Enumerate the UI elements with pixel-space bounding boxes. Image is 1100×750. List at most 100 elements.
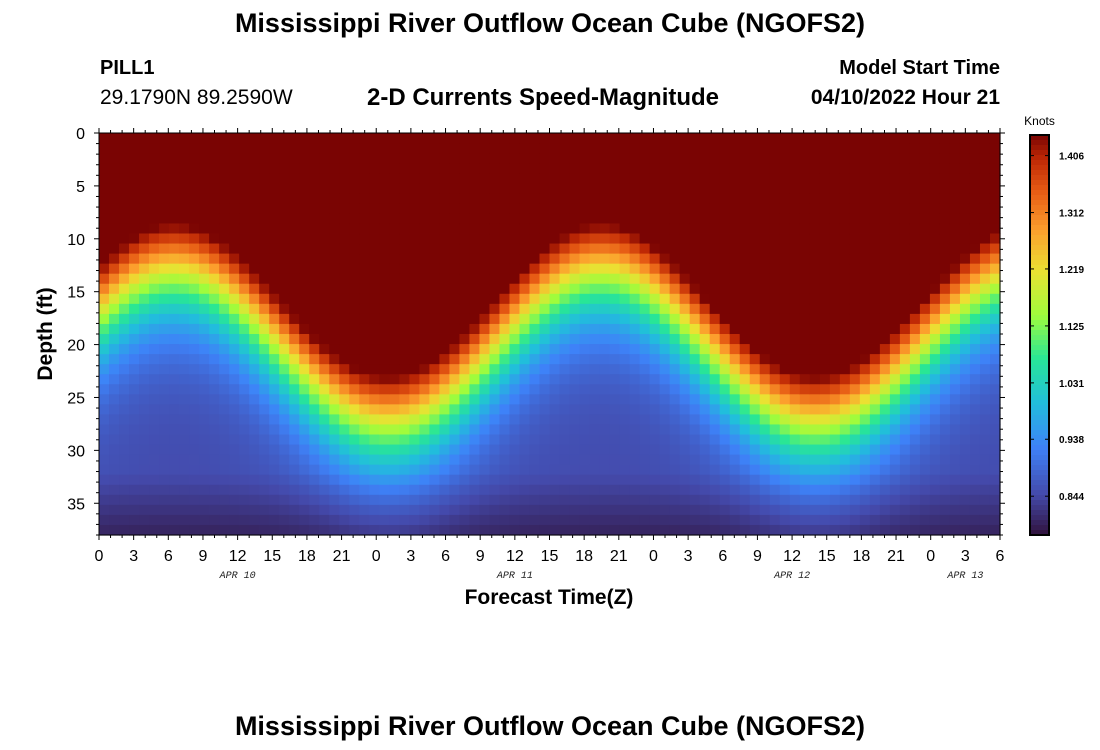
heatmap-cell [689,303,701,315]
heatmap-cell [749,504,761,516]
heatmap-cell [129,384,140,395]
heatmap-cell [669,374,681,385]
heatmap-cell [719,233,731,245]
heatmap-cell [749,444,761,456]
heatmap-cell [639,313,651,325]
heatmap-cell [759,464,771,476]
heatmap-cell [189,163,200,174]
heatmap-cell [229,454,240,466]
heatmap-cell [299,524,310,536]
heatmap-cell [899,424,911,436]
heatmap-cell [749,344,761,355]
heatmap-cell [479,213,491,225]
heatmap-cell [119,193,130,204]
heatmap-cell [769,424,781,436]
heatmap-cell [149,374,160,385]
heatmap-cell [649,384,661,395]
heatmap-cell [789,253,801,265]
heatmap-cell [829,283,841,295]
heatmap-cell [279,424,290,436]
heatmap-cell [939,273,951,285]
heatmap-cell [439,223,450,235]
heatmap-cell [339,163,350,174]
heatmap-cell [909,233,921,245]
heatmap-cell [129,394,140,405]
heatmap-cell [289,253,300,265]
heatmap-cell [549,354,561,365]
heatmap-cell [509,384,521,395]
heatmap-cell [829,143,841,154]
heatmap-cell [269,454,280,466]
heatmap-cell [829,374,841,385]
heatmap-cell [419,524,430,536]
heatmap-cell [569,494,581,506]
heatmap-cell [729,233,741,245]
heatmap-cell [199,424,210,436]
heatmap-cell [869,223,881,235]
heatmap-cell [869,454,881,466]
heatmap-cell [759,193,771,204]
x-tick-label: 3 [684,548,693,565]
heatmap-cell [569,384,581,395]
colorbar-segment [1030,245,1049,251]
heatmap-cell [449,454,460,466]
heatmap-cell [369,153,380,164]
heatmap-cell [329,514,340,526]
heatmap-cell [879,283,891,295]
heatmap-cell [519,203,531,214]
heatmap-cell [809,163,821,174]
heatmap-cell [209,494,220,506]
heatmap-cell [369,424,380,436]
heatmap-cell [539,213,551,225]
heatmap-cell [949,364,961,375]
heatmap-cell [349,283,360,295]
heatmap-cell [859,494,871,506]
heatmap-cell [699,273,711,285]
colorbar-label: 1.406 [1059,152,1084,163]
heatmap-cell [579,323,591,335]
heatmap-cell [259,484,270,496]
heatmap-cell [519,504,531,516]
heatmap-cell [569,454,581,466]
heatmap-cell [599,474,611,486]
heatmap-cell [829,334,841,345]
heatmap-cell [859,364,871,375]
heatmap-cell [659,293,671,305]
heatmap-cell [899,524,911,536]
heatmap-cell [519,163,531,174]
heatmap-cell [639,524,651,536]
heatmap-cell [889,424,901,436]
heatmap-cell [969,133,981,144]
heatmap-cell [349,203,360,214]
x-tick-label: 12 [229,548,247,565]
footer-title: Mississippi River Outflow Ocean Cube (NG… [234,711,866,741]
heatmap-cell [619,323,631,335]
heatmap-cell [679,233,691,245]
heatmap-cell [549,464,561,476]
heatmap-cell [419,173,430,184]
heatmap-cell [369,374,380,385]
heatmap-cell [479,434,491,446]
heatmap-cell [229,424,240,436]
heatmap-cell [109,394,120,405]
heatmap-cell [899,394,911,405]
heatmap-cell [519,173,531,184]
heatmap-cell [699,514,711,526]
heatmap-cell [719,133,731,144]
heatmap-cell [709,434,721,446]
heatmap-cell [239,193,250,204]
heatmap-cell [519,293,531,305]
heatmap-cell [809,303,821,315]
heatmap-cell [949,313,961,325]
heatmap-cell [659,313,671,325]
heatmap-cell [759,313,771,325]
heatmap-cell [109,243,120,255]
heatmap-cell [229,494,240,506]
heatmap-cell [149,283,160,295]
heatmap-cell [179,484,190,496]
heatmap-cell [579,143,591,154]
heatmap-cell [589,514,601,526]
heatmap-cell [409,524,420,536]
heatmap-cell [929,404,941,415]
heatmap-cell [869,233,881,245]
